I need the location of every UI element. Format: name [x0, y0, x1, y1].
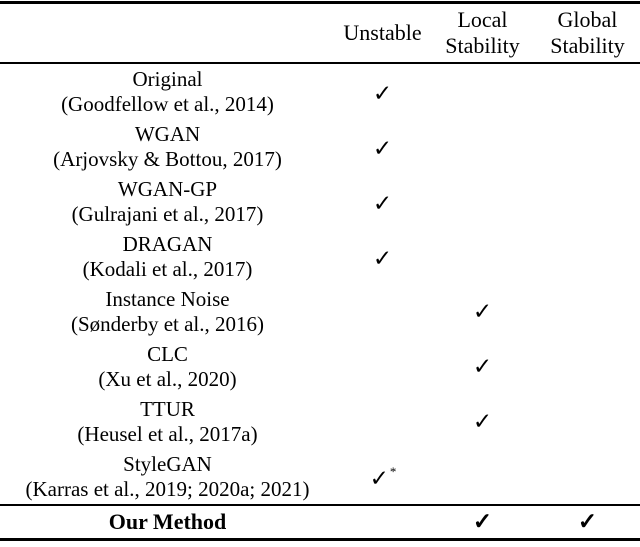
- table-row-ttur: TTUR (Heusel et al., 2017a) ✓: [0, 394, 640, 449]
- checkmark-icon: ✓: [372, 81, 393, 106]
- method-cell: Original (Goodfellow et al., 2014): [0, 67, 335, 117]
- method-cell: CLC (Xu et al., 2020): [0, 342, 335, 392]
- checkmark-icon: ✓: [472, 509, 493, 534]
- checkmark-icon: ✓: [372, 191, 393, 216]
- method-name: Original: [132, 66, 203, 91]
- header-bottom-rule: [0, 62, 640, 64]
- checkmark-icon: ✓: [577, 509, 598, 534]
- table-row-clc: CLC (Xu et al., 2020) ✓: [0, 339, 640, 394]
- method-citation: (Arjovsky & Bottou, 2017): [53, 146, 282, 171]
- method-citation: (Karras et al., 2019; 2020a; 2021): [25, 476, 310, 501]
- local-cell: ✓: [430, 299, 535, 325]
- local-cell: ✓: [430, 509, 535, 535]
- method-citation: (Goodfellow et al., 2014): [61, 91, 274, 116]
- method-cell: StyleGAN (Karras et al., 2019; 2020a; 20…: [0, 452, 335, 502]
- table-row-our-method: Our Method ✓ ✓: [0, 506, 640, 538]
- method-cell: WGAN-GP (Gulrajani et al., 2017): [0, 177, 335, 227]
- table-row-stylegan: StyleGAN (Karras et al., 2019; 2020a; 20…: [0, 449, 640, 504]
- table-bottom-rule: [0, 538, 640, 541]
- checkmark-icon: ✓: [472, 298, 493, 324]
- table-row-wgan-gp: WGAN-GP (Gulrajani et al., 2017) ✓: [0, 174, 640, 229]
- unstable-cell: ✓*: [335, 461, 430, 492]
- header-local-stability: Local Stability: [445, 7, 520, 58]
- table-header-row: Unstable Local Stability Global Stabilit…: [0, 4, 640, 62]
- checkmark-icon: ✓: [472, 408, 493, 434]
- checkmark-icon: ✓: [372, 136, 393, 161]
- method-citation: (Gulrajani et al., 2017): [71, 201, 264, 226]
- checkmark-icon: ✓: [372, 246, 393, 271]
- method-name: DRAGAN: [122, 231, 213, 256]
- unstable-cell: ✓: [335, 76, 430, 107]
- unstable-cell: ✓: [335, 186, 430, 217]
- method-cell: WGAN (Arjovsky & Bottou, 2017): [0, 122, 335, 172]
- header-unstable: Unstable: [343, 20, 422, 45]
- method-citation: (Heusel et al., 2017a): [77, 421, 258, 446]
- method-cell: TTUR (Heusel et al., 2017a): [0, 397, 335, 447]
- table-row-original: Original (Goodfellow et al., 2014) ✓: [0, 64, 640, 119]
- checkmark-icon: ✓: [369, 466, 389, 491]
- method-name: TTUR: [140, 396, 195, 421]
- our-method-label: Our Method: [108, 509, 227, 534]
- table-top-rule: [0, 1, 640, 4]
- header-global-stability: Global Stability: [550, 7, 625, 58]
- method-name: Instance Noise: [105, 286, 230, 311]
- unstable-cell: ✓: [335, 131, 430, 162]
- table-row-wgan: WGAN (Arjovsky & Bottou, 2017) ✓: [0, 119, 640, 174]
- table-row-instance-noise: Instance Noise (Sønderby et al., 2016) ✓: [0, 284, 640, 339]
- method-citation: (Xu et al., 2020): [98, 366, 237, 391]
- final-row-top-rule: [0, 504, 640, 506]
- method-citation: (Sønderby et al., 2016): [70, 311, 265, 336]
- local-cell: ✓: [430, 354, 535, 380]
- local-cell: ✓: [430, 409, 535, 435]
- method-name: WGAN: [134, 121, 201, 146]
- method-name: StyleGAN: [123, 451, 212, 476]
- method-name: CLC: [147, 341, 188, 366]
- checkmark-icon: ✓: [472, 353, 493, 379]
- unstable-cell: ✓: [335, 241, 430, 272]
- table-row-dragan: DRAGAN (Kodali et al., 2017) ✓: [0, 229, 640, 284]
- method-cell: Instance Noise (Sønderby et al., 2016): [0, 287, 335, 337]
- method-name: WGAN-GP: [117, 176, 218, 201]
- method-citation: (Kodali et al., 2017): [82, 256, 253, 281]
- method-cell: DRAGAN (Kodali et al., 2017): [0, 232, 335, 282]
- global-cell: ✓: [535, 509, 640, 535]
- asterisk-note: *: [389, 464, 397, 479]
